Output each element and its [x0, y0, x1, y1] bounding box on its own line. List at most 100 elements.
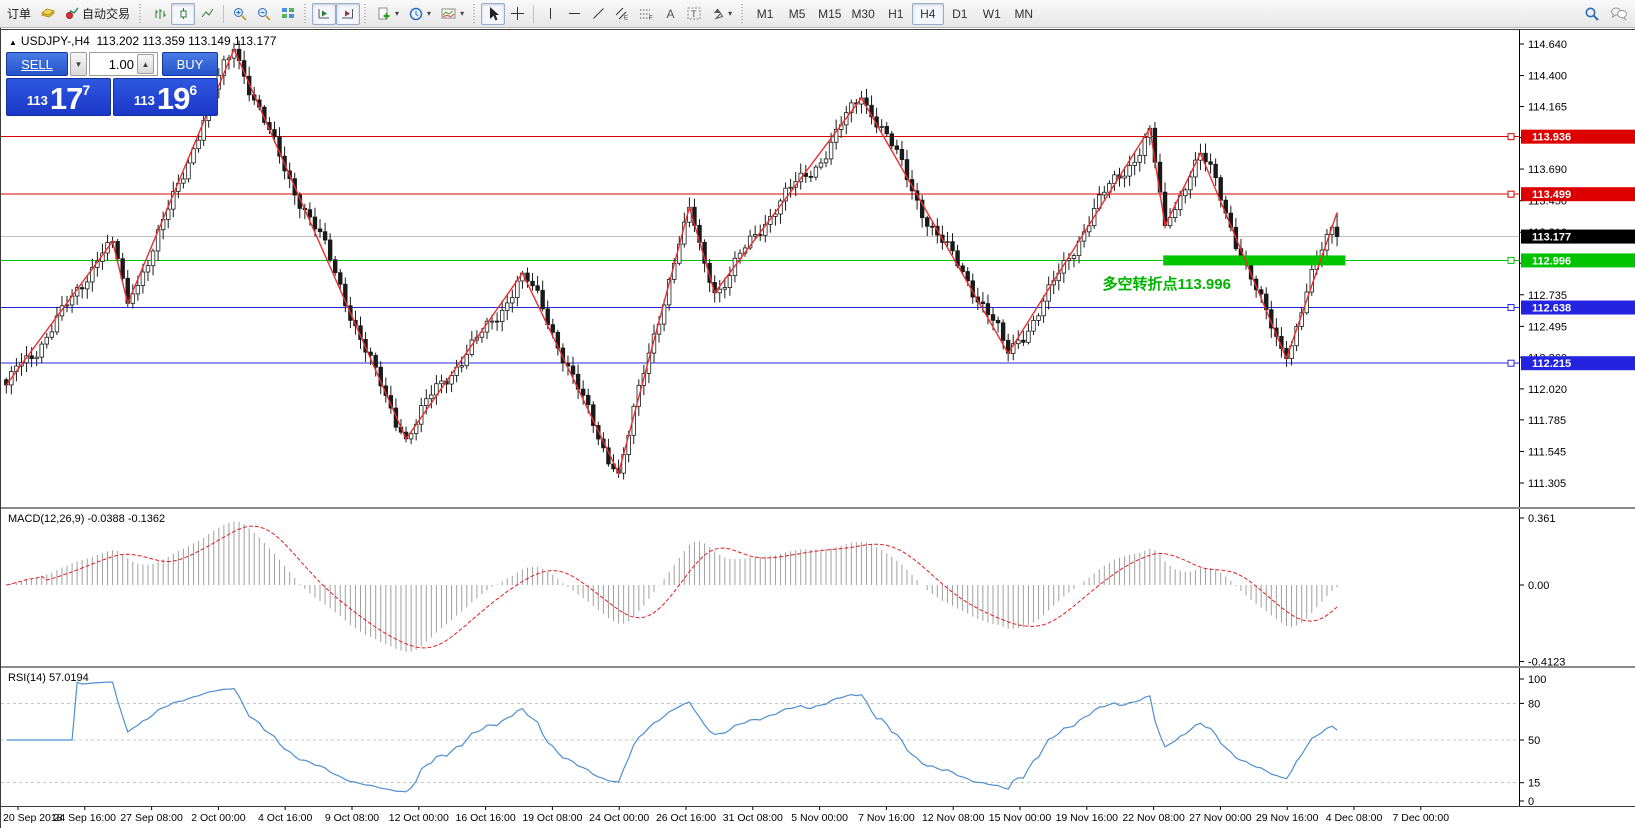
- tf-m5-button[interactable]: M5: [788, 6, 806, 21]
- bar-chart-button[interactable]: [147, 3, 171, 25]
- tf-d1-button[interactable]: D1: [952, 6, 968, 21]
- vertical-line-icon: [549, 8, 551, 19]
- one-click-trade-panel: SELL ▼ 1.00 ▲ BUY 113 17 7 113 19 6: [6, 52, 218, 116]
- tile-windows-button[interactable]: [276, 3, 300, 25]
- svg-text:112.638: 112.638: [1532, 303, 1571, 315]
- tf-h4-button[interactable]: H4: [911, 2, 944, 25]
- macd-label: MACD(12,26,9) -0.0388 -0.1362: [8, 513, 166, 525]
- templates-button[interactable]: ▾: [436, 3, 469, 25]
- chart-shift-button[interactable]: [336, 2, 361, 25]
- tf-m30-button[interactable]: M30: [851, 6, 875, 21]
- arrows-button[interactable]: ▾: [706, 3, 737, 25]
- favorites-button[interactable]: [36, 3, 60, 25]
- rsi-chart[interactable]: 100 80 50 15 0: [1, 668, 1635, 806]
- toolbar-separator: [223, 4, 225, 23]
- sell-button[interactable]: SELL: [6, 52, 68, 76]
- tf-mn-button[interactable]: MN: [1014, 6, 1034, 21]
- svg-text:80: 80: [1528, 698, 1540, 710]
- search-icon: [1585, 7, 1599, 21]
- tf-w1-button[interactable]: W1: [982, 6, 1001, 21]
- volume-input[interactable]: 1.00 ▲: [89, 52, 158, 76]
- macd-chart[interactable]: 0.361 0.00 -0.4123: [1, 509, 1635, 666]
- search-button[interactable]: [1579, 3, 1605, 25]
- svg-text:112.495: 112.495: [1528, 321, 1567, 333]
- macd-pane[interactable]: 0.361 0.00 -0.4123 MACD(12,26,9) -0.0388 -…: [1, 507, 1635, 666]
- toolbar-separator: [533, 4, 535, 23]
- auto-scroll-button[interactable]: [312, 2, 337, 25]
- rsi-pane[interactable]: 100 80 50 15 0 RSI(14) 57.0194: [1, 666, 1635, 806]
- svg-text:T: T: [691, 9, 697, 19]
- zoom-in-button[interactable]: [228, 3, 252, 25]
- svg-text:29 Nov 16:00: 29 Nov 16:00: [1256, 812, 1319, 824]
- new-chart-button[interactable]: ▾: [372, 3, 404, 25]
- volume-down-button[interactable]: ▼: [70, 52, 87, 76]
- periods-button[interactable]: ▾: [404, 3, 436, 25]
- fibonacci-button[interactable]: F: [634, 3, 658, 25]
- sell-price[interactable]: 113 17 7: [6, 78, 111, 116]
- svg-text:113.177: 113.177: [1532, 232, 1571, 244]
- line-chart-button[interactable]: [195, 3, 219, 25]
- new-order-button[interactable]: 订单: [2, 3, 36, 25]
- tf-h1-button[interactable]: H1: [888, 6, 904, 21]
- vertical-line-button[interactable]: [538, 3, 562, 25]
- svg-text:0: 0: [1528, 796, 1534, 806]
- buy-price[interactable]: 113 19 6: [113, 78, 218, 116]
- svg-text:2 Oct 00:00: 2 Oct 00:00: [191, 812, 245, 824]
- candlestick-chart-icon: [180, 8, 187, 19]
- zoom-out-button[interactable]: [252, 3, 276, 25]
- equidistant-channel-button[interactable]: E: [610, 3, 634, 25]
- horizontal-line-button[interactable]: [562, 3, 586, 25]
- text-label-button[interactable]: T: [682, 3, 706, 25]
- collapse-arrow-icon: ▲: [9, 38, 17, 47]
- toolbar-grip: [304, 3, 309, 24]
- svg-text:0.00: 0.00: [1528, 580, 1549, 592]
- trendline-icon: [592, 8, 604, 19]
- price-pane[interactable]: 多空转折点113.996114.640114.400114.165113.930…: [1, 29, 1635, 508]
- crosshair-button[interactable]: [505, 3, 529, 25]
- bar-chart-icon: [155, 9, 166, 19]
- svg-text:31 Oct 08:00: 31 Oct 08:00: [723, 812, 783, 824]
- chat-button[interactable]: [1605, 3, 1633, 25]
- svg-text:12 Oct 00:00: 12 Oct 00:00: [389, 812, 449, 824]
- time-axis[interactable]: 20 Sep 2018 24 Sep 16:00 27 Sep 08:00 2 Oct…: [1, 806, 1635, 828]
- buy-button[interactable]: BUY: [162, 52, 218, 76]
- svg-text:16 Oct 16:00: 16 Oct 16:00: [456, 812, 516, 824]
- text-button[interactable]: A: [658, 3, 682, 25]
- autotrading-label: 自动交易: [82, 7, 131, 21]
- volume-up-button[interactable]: ▲: [137, 54, 154, 74]
- svg-text:114.640: 114.640: [1528, 39, 1567, 51]
- svg-text:7 Nov 16:00: 7 Nov 16:00: [858, 812, 915, 824]
- trendline-button[interactable]: [586, 3, 610, 25]
- svg-text:24 Sep 16:00: 24 Sep 16:00: [54, 812, 117, 824]
- auto-scroll-icon: [318, 9, 330, 19]
- price-chart[interactable]: 多空转折点113.996114.640114.400114.165113.930…: [1, 30, 1635, 508]
- cursor-button[interactable]: [481, 2, 506, 25]
- line-chart-icon: [201, 8, 213, 18]
- templates-icon: [441, 8, 456, 19]
- tf-m1-button[interactable]: M1: [756, 6, 774, 21]
- clock-icon: [409, 7, 423, 20]
- svg-text:112.735: 112.735: [1528, 290, 1567, 302]
- svg-text:多空转折点113.996: 多空转折点113.996: [1103, 275, 1231, 293]
- tf-m15-button[interactable]: M15: [818, 6, 842, 21]
- tile-windows-icon: [282, 8, 295, 18]
- autotrading-icon: [65, 6, 79, 22]
- svg-text:111.545: 111.545: [1528, 446, 1566, 458]
- toolbar-grip: [473, 3, 478, 24]
- text-label-icon: T: [687, 7, 701, 20]
- toolbar: 订单 自动交易 ▾ ▾: [0, 0, 1635, 28]
- svg-text:24 Oct 00:00: 24 Oct 00:00: [589, 812, 649, 824]
- zoom-in-icon: [234, 7, 247, 21]
- chart-title: ▲ USDJPY-,H4 113.202 113.359 113.149 113.…: [9, 34, 276, 48]
- svg-text:F: F: [649, 16, 653, 21]
- chevron-down-icon: ▾: [460, 9, 465, 18]
- autotrading-button[interactable]: 自动交易: [60, 3, 135, 25]
- new-order-label: 订单: [7, 7, 32, 21]
- favorites-icon: [40, 6, 56, 22]
- candlestick-chart-button[interactable]: [171, 2, 196, 25]
- chat-icon: [1611, 7, 1627, 21]
- svg-text:100: 100: [1528, 674, 1546, 686]
- chart-ohlc: 113.202 113.359 113.149 113.177: [96, 34, 277, 48]
- svg-text:26 Oct 16:00: 26 Oct 16:00: [656, 812, 716, 824]
